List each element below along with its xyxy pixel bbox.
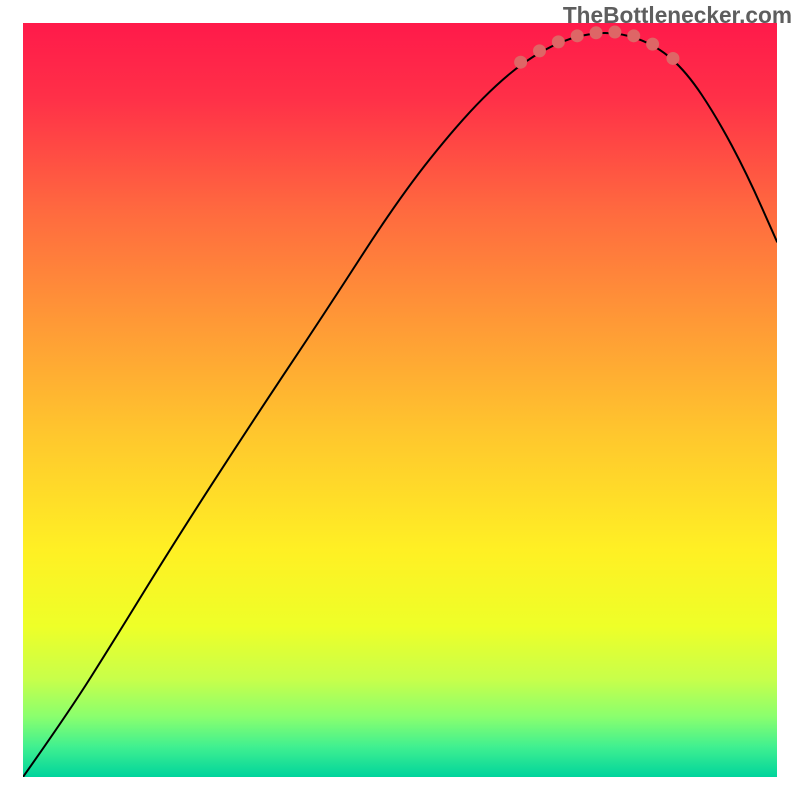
bottleneck-curve xyxy=(23,33,777,777)
chart-svg xyxy=(23,23,777,777)
marker-group xyxy=(514,26,679,69)
curve-marker xyxy=(552,35,565,48)
plot-area xyxy=(23,23,777,777)
curve-marker xyxy=(666,52,679,65)
curve-marker xyxy=(514,56,527,69)
watermark-text: TheBottlenecker.com xyxy=(563,2,792,29)
curve-marker xyxy=(533,44,546,57)
curve-marker xyxy=(646,38,659,51)
curve-marker xyxy=(627,29,640,42)
chart-container: TheBottlenecker.com xyxy=(0,0,800,800)
curve-marker xyxy=(571,29,584,42)
